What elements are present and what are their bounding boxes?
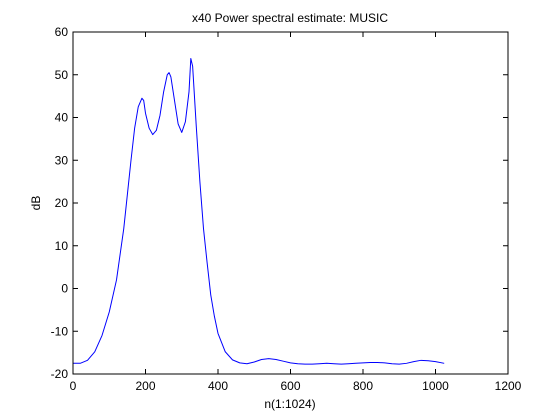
x-tick-label: 400	[208, 379, 228, 393]
x-tick-label: 0	[70, 379, 77, 393]
x-axis-label: n(1:1024)	[264, 397, 315, 411]
y-axis-label: dB	[29, 196, 43, 211]
y-tick-label: 60	[55, 25, 69, 39]
plot-area	[73, 32, 508, 374]
axes-box	[72, 31, 509, 375]
series-line	[73, 58, 445, 365]
chart-title: x40 Power spectral estimate: MUSIC	[192, 11, 388, 25]
y-tick-label: 0	[61, 282, 68, 296]
y-tick-label: -20	[51, 367, 69, 381]
y-tick-label: -10	[51, 324, 69, 338]
y-tick-label: 30	[55, 153, 69, 167]
x-tick-label: 1200	[495, 379, 522, 393]
y-tick-label: 40	[55, 111, 69, 125]
series-group	[73, 58, 445, 365]
y-tick-label: 20	[55, 196, 69, 210]
x-tick-label: 600	[280, 379, 300, 393]
y-tick-label: 10	[55, 239, 69, 253]
x-tick-label: 200	[135, 379, 155, 393]
x-tick-label: 1000	[422, 379, 449, 393]
x-tick-label: 800	[353, 379, 373, 393]
y-tick-label: 50	[55, 68, 69, 82]
